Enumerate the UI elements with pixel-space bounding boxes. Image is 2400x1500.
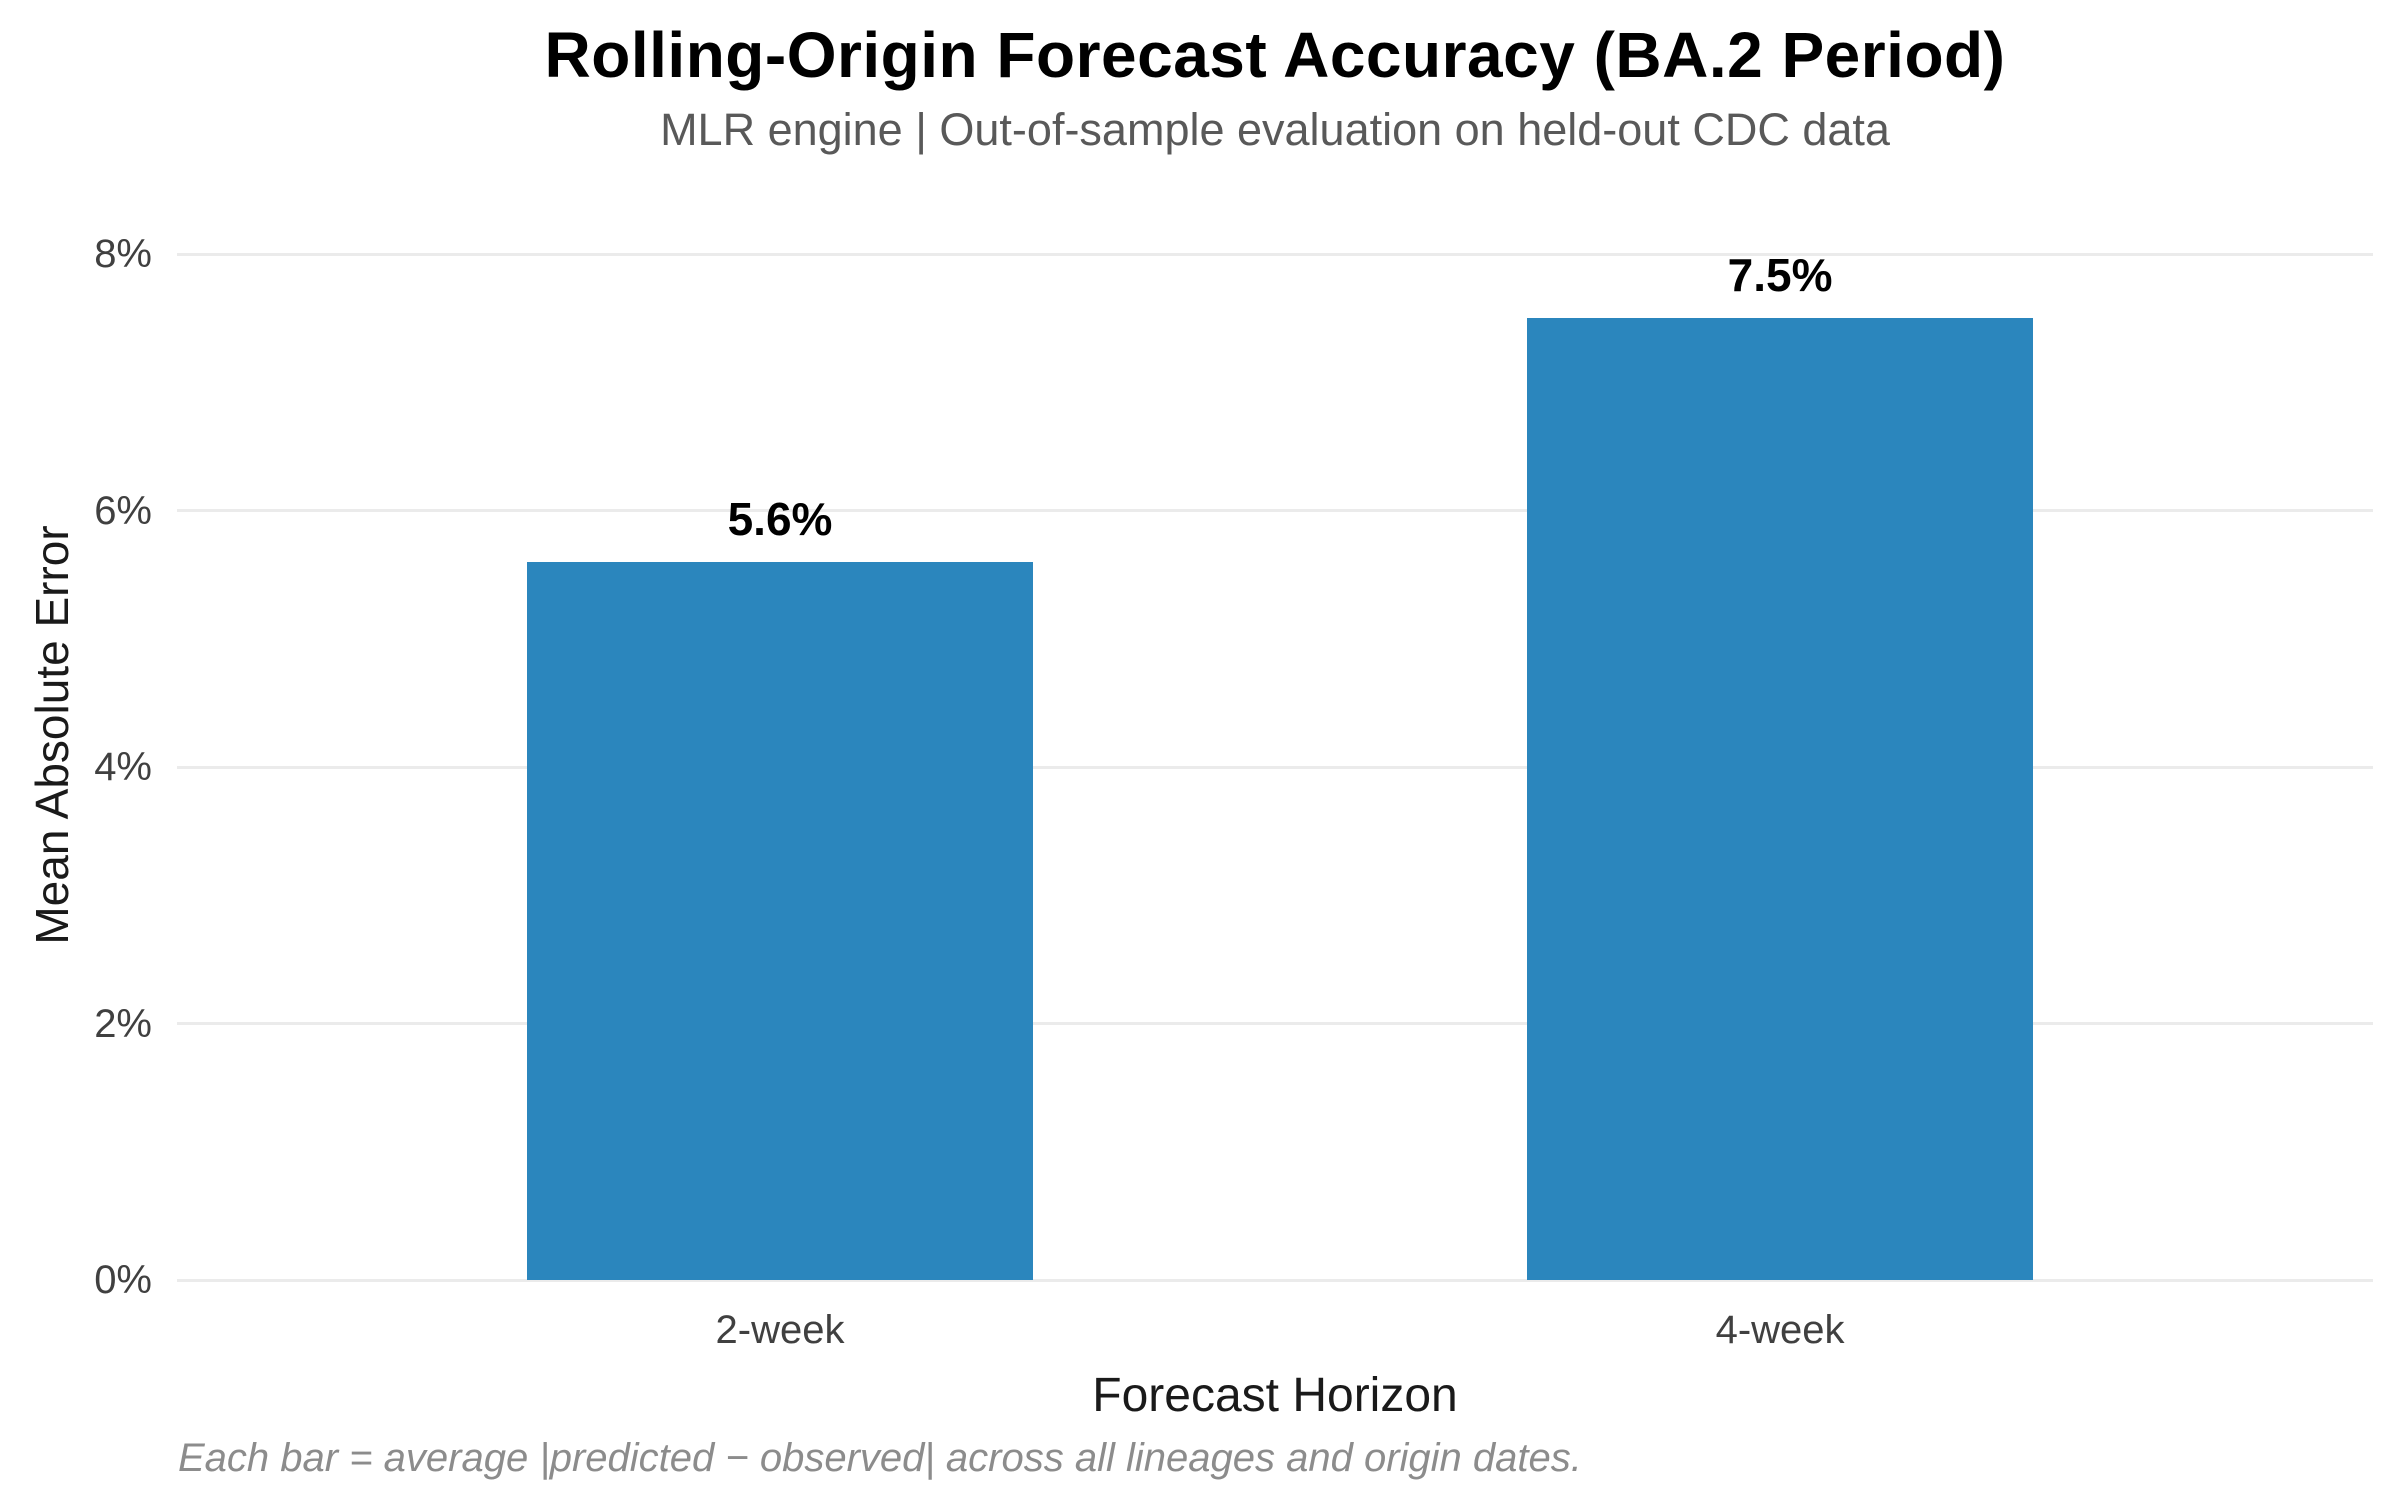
y-tick-label-4pct: 4%	[94, 745, 152, 789]
y-tick-label-8pct: 8%	[94, 232, 152, 276]
chart-caption: Each bar = average |predicted − observed…	[178, 1436, 1582, 1480]
x-axis-label: Forecast Horizon	[1092, 1369, 1458, 1422]
y-tick-label-6pct: 6%	[94, 488, 152, 533]
bar-2-week	[527, 561, 1034, 1280]
x-tick-label-2-week: 2-week	[715, 1308, 845, 1352]
gridline-4pct	[177, 765, 2373, 769]
gridline-8pct	[177, 252, 2373, 256]
plot-area: 5.6% 7.5%	[177, 249, 2373, 1282]
y-axis-label: Mean Absolute Error	[26, 525, 78, 945]
x-tick-label-4-week: 4-week	[1715, 1308, 1845, 1352]
gridline-0pct	[177, 1278, 2373, 1282]
bar-4-week	[1527, 318, 2034, 1280]
gridline-6pct	[177, 509, 2373, 512]
chart-subtitle: MLR engine | Out-of-sample evaluation on…	[660, 104, 1890, 155]
y-tick-label-0pct: 0%	[94, 1258, 152, 1302]
y-tick-label-2pct: 2%	[94, 1001, 152, 1046]
chart-title: Rolling-Origin Forecast Accuracy (BA.2 P…	[544, 19, 2006, 91]
bar-value-label-4-week: 7.5%	[1727, 249, 1833, 302]
gridline-2pct	[177, 1022, 2373, 1025]
bar-value-label-2-week: 5.6%	[727, 492, 833, 545]
